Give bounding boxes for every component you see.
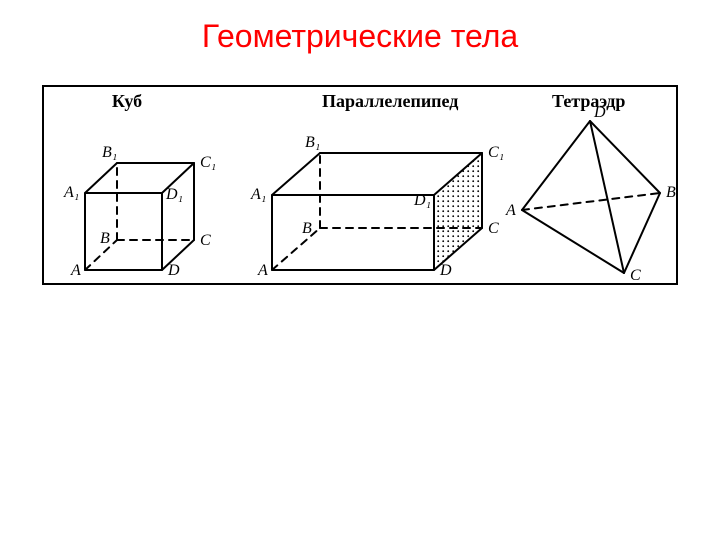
svg-text:B₁: B₁ xyxy=(102,144,117,161)
svg-text:A₁: A₁ xyxy=(250,186,266,203)
svg-text:B: B xyxy=(302,220,312,237)
svg-text:D₁: D₁ xyxy=(413,192,431,209)
svg-text:B: B xyxy=(100,230,110,247)
svg-text:C₁: C₁ xyxy=(200,154,216,171)
page-title: Геометрические тела xyxy=(0,18,720,55)
svg-text:A: A xyxy=(70,262,81,279)
svg-text:Параллелепипед: Параллелепипед xyxy=(322,91,458,111)
geometry-diagram: Куб A D C B A₁ D₁ C₁ B₁ Параллелепипед A D C B A₁ D₁ C₁ B… xyxy=(42,85,678,285)
svg-text:D₁: D₁ xyxy=(165,186,183,203)
svg-text:C: C xyxy=(630,267,641,284)
svg-text:D: D xyxy=(439,262,452,279)
svg-text:A₁: A₁ xyxy=(63,184,79,201)
diagram-frame: Куб A D C B A₁ D₁ C₁ B₁ Параллелепипед A D C B A₁ D₁ C₁ B… xyxy=(42,85,678,285)
svg-text:D: D xyxy=(167,262,180,279)
svg-text:D: D xyxy=(593,104,606,121)
svg-text:A: A xyxy=(257,262,268,279)
svg-text:B₁: B₁ xyxy=(305,134,320,151)
svg-text:C: C xyxy=(200,232,211,249)
svg-text:C₁: C₁ xyxy=(488,144,504,161)
svg-text:B: B xyxy=(666,184,676,201)
svg-text:Тетраэдр: Тетраэдр xyxy=(552,91,625,111)
svg-text:Куб: Куб xyxy=(112,91,142,111)
svg-text:C: C xyxy=(488,220,499,237)
svg-text:A: A xyxy=(505,202,516,219)
